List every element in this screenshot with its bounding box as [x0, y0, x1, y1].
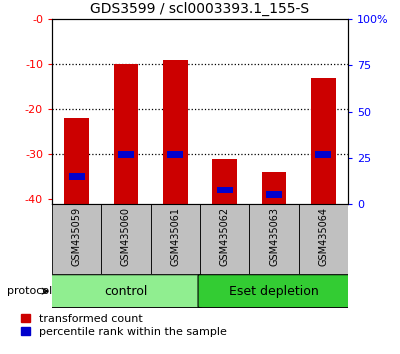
- Bar: [212, 159, 237, 204]
- Bar: [266, 191, 282, 198]
- Legend: transformed count, percentile rank within the sample: transformed count, percentile rank withi…: [21, 314, 227, 337]
- Title: GDS3599 / scl0003393.1_155-S: GDS3599 / scl0003393.1_155-S: [90, 1, 310, 16]
- Bar: [151, 204, 200, 274]
- Bar: [299, 204, 348, 274]
- Bar: [69, 173, 85, 180]
- Bar: [64, 118, 89, 204]
- Text: GSM435062: GSM435062: [220, 207, 230, 266]
- Bar: [249, 204, 299, 274]
- Bar: [167, 151, 183, 158]
- Bar: [118, 151, 134, 158]
- Bar: [114, 64, 138, 204]
- FancyBboxPatch shape: [50, 275, 202, 308]
- Text: GSM435059: GSM435059: [72, 207, 82, 266]
- Bar: [52, 204, 101, 274]
- Bar: [217, 187, 233, 193]
- Text: GSM435060: GSM435060: [121, 207, 131, 266]
- Text: GSM435064: GSM435064: [318, 207, 328, 266]
- Bar: [315, 151, 331, 158]
- Bar: [101, 204, 151, 274]
- Text: control: control: [104, 285, 148, 298]
- Text: Eset depletion: Eset depletion: [229, 285, 319, 298]
- Bar: [163, 60, 188, 204]
- Bar: [200, 204, 249, 274]
- Bar: [311, 78, 336, 204]
- Bar: [262, 172, 286, 204]
- Text: protocol: protocol: [7, 286, 52, 296]
- FancyBboxPatch shape: [198, 275, 350, 308]
- Text: GSM435061: GSM435061: [170, 207, 180, 266]
- Text: GSM435063: GSM435063: [269, 207, 279, 266]
